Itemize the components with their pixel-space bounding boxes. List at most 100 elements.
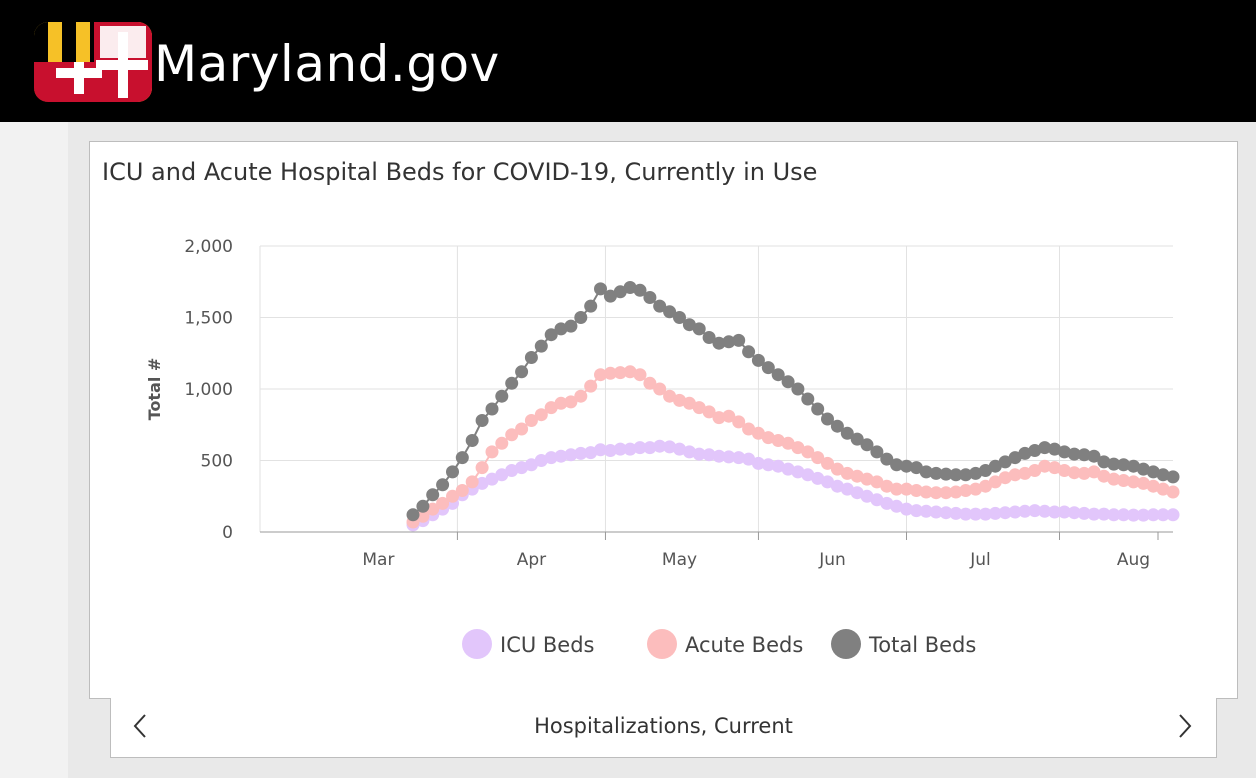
- data-point-acute: [860, 472, 874, 486]
- data-point-total: [781, 375, 795, 389]
- data-point-total: [1008, 451, 1022, 465]
- data-point-acute: [1166, 485, 1180, 499]
- data-point-icu: [692, 447, 706, 461]
- data-point-acute: [1018, 466, 1032, 480]
- data-point-total: [534, 339, 548, 353]
- data-point-icu: [1117, 508, 1131, 522]
- data-point-acute: [465, 475, 479, 489]
- series-acute: [406, 365, 1180, 529]
- data-point-icu: [998, 506, 1012, 520]
- data-point-total: [988, 459, 1002, 473]
- data-point-total: [406, 508, 420, 522]
- data-point-icu: [732, 451, 746, 465]
- data-point-total: [564, 319, 578, 333]
- data-point-total: [979, 464, 992, 477]
- y-tick-label: 1,000: [184, 380, 233, 400]
- chevron-left-icon[interactable]: [131, 712, 149, 740]
- data-point-total: [1156, 468, 1170, 482]
- data-point-acute: [949, 485, 963, 499]
- data-point-total: [594, 282, 607, 296]
- data-point-acute: [1127, 475, 1140, 489]
- data-point-total: [554, 322, 568, 336]
- data-point-icu: [1008, 505, 1022, 519]
- data-point-acute: [603, 366, 617, 380]
- data-point-total: [929, 466, 943, 480]
- chevron-right-icon[interactable]: [1176, 712, 1194, 740]
- data-point-acute: [1107, 472, 1121, 486]
- site-title[interactable]: Maryland.gov: [154, 35, 500, 93]
- data-point-total: [455, 451, 469, 465]
- data-point-icu: [1146, 508, 1160, 522]
- data-point-icu: [1077, 506, 1091, 520]
- data-point-icu: [485, 472, 499, 486]
- data-point-total: [860, 438, 874, 452]
- data-point-acute: [791, 441, 805, 455]
- data-point-total: [998, 455, 1012, 469]
- x-tick-label: May: [662, 550, 697, 570]
- data-point-total: [821, 412, 834, 426]
- data-point-acute: [771, 434, 785, 447]
- data-point-acute: [811, 451, 825, 465]
- data-point-total: [1087, 449, 1101, 463]
- data-point-icu: [574, 446, 588, 460]
- data-point-icu: [594, 443, 607, 457]
- data-point-total: [969, 466, 983, 480]
- legend-item-total[interactable]: Total Beds: [831, 629, 976, 659]
- data-point-acute: [830, 462, 844, 476]
- data-point-total: [791, 382, 805, 396]
- data-point-icu: [781, 462, 795, 476]
- data-point-total: [900, 459, 913, 473]
- data-point-icu: [850, 486, 864, 500]
- data-point-icu: [554, 449, 568, 463]
- data-point-total: [959, 468, 973, 482]
- data-point-acute: [446, 489, 459, 503]
- data-point-icu: [1107, 508, 1121, 522]
- data-point-total: [524, 351, 538, 364]
- legend-item-acute[interactable]: Acute Beds: [647, 629, 803, 659]
- data-point-total: [623, 281, 637, 294]
- chart-svg: 0 500 1,000 1,500 2,000 Mar Apr May Jun Jul Aug Tot…: [145, 237, 1180, 659]
- data-point-icu: [979, 507, 992, 521]
- data-point-icu: [1136, 508, 1150, 522]
- y-tick-label: 1,500: [184, 309, 233, 329]
- data-point-total: [732, 333, 746, 347]
- data-point-acute: [1057, 464, 1071, 477]
- data-point-total: [1077, 448, 1091, 462]
- data-point-acute: [613, 366, 627, 380]
- data-point-acute: [742, 422, 756, 436]
- data-point-total: [584, 299, 598, 313]
- data-point-acute: [534, 408, 548, 422]
- data-point-total: [643, 291, 657, 304]
- maryland-flag-icon[interactable]: [34, 22, 152, 102]
- data-point-icu: [544, 451, 558, 465]
- data-point-acute: [416, 509, 430, 523]
- data-point-icu: [673, 442, 686, 456]
- carousel-label: Hospitalizations, Current: [534, 714, 793, 738]
- data-point-icu: [761, 458, 775, 472]
- data-point-icu: [988, 506, 1002, 520]
- data-point-acute: [544, 401, 558, 415]
- data-point-acute: [979, 479, 992, 493]
- data-point-total: [880, 452, 894, 466]
- data-point-total: [1107, 457, 1121, 471]
- data-point-acute: [505, 428, 519, 442]
- data-point-icu: [524, 458, 538, 472]
- x-tick-label: Jun: [818, 550, 846, 570]
- data-point-acute: [485, 445, 499, 459]
- data-point-acute: [574, 389, 588, 403]
- data-point-acute: [1087, 465, 1101, 479]
- data-point-total: [603, 289, 617, 303]
- data-point-icu: [1057, 505, 1071, 519]
- data-point-icu: [929, 505, 943, 519]
- data-point-icu: [633, 441, 647, 455]
- data-point-total: [771, 368, 785, 382]
- data-point-icu: [909, 504, 923, 518]
- data-point-icu: [643, 441, 657, 455]
- legend-item-icu[interactable]: ICU Beds: [462, 629, 595, 659]
- data-point-total: [742, 345, 756, 359]
- site-header: Maryland.gov: [0, 0, 1256, 122]
- data-point-acute: [436, 496, 450, 510]
- data-point-total: [1146, 465, 1160, 479]
- data-point-icu: [791, 465, 805, 479]
- data-point-total: [515, 365, 529, 379]
